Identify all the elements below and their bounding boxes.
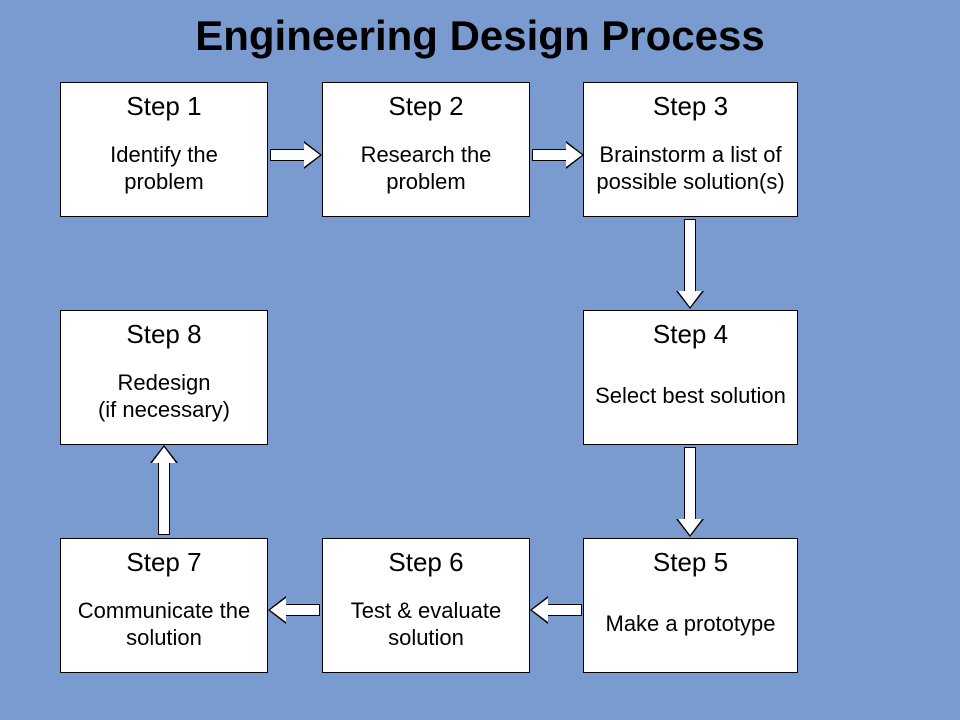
node-description: Test & evaluate solution (331, 584, 521, 664)
flow-node-step4: Step 4 Select best solution (583, 310, 798, 445)
node-label: Step 6 (388, 547, 463, 578)
flow-node-step1: Step 1 Identify the problem (60, 82, 268, 217)
node-label: Step 1 (126, 91, 201, 122)
node-label: Step 3 (653, 91, 728, 122)
flow-arrow-a78 (152, 447, 176, 535)
flow-node-step7: Step 7 Communicate the solution (60, 538, 268, 673)
diagram-title: Engineering Design Process (0, 12, 960, 60)
node-label: Step 7 (126, 547, 201, 578)
flow-node-step3: Step 3 Brainstorm a list of possible solu… (583, 82, 798, 217)
node-label: Step 8 (126, 319, 201, 350)
node-description: Research the problem (331, 128, 521, 208)
flow-arrow-a34 (678, 219, 702, 307)
flow-node-step2: Step 2 Research the problem (322, 82, 530, 217)
flow-arrow-a67 (270, 598, 320, 622)
flow-node-step5: Step 5 Make a prototype (583, 538, 798, 673)
node-label: Step 5 (653, 547, 728, 578)
flowchart-canvas: Engineering Design Process Step 1 Identif… (0, 0, 960, 720)
node-label: Step 4 (653, 319, 728, 350)
node-description: Identify the problem (69, 128, 259, 208)
node-description: Brainstorm a list of possible solution(s… (592, 128, 789, 208)
flow-arrow-a23 (532, 143, 582, 167)
flow-arrow-a12 (270, 143, 320, 167)
node-description: Communicate the solution (69, 584, 259, 664)
node-description: Redesign (if necessary) (98, 356, 230, 436)
flow-arrow-a45 (678, 447, 702, 535)
flow-node-step8: Step 8 Redesign (if necessary) (60, 310, 268, 445)
node-description: Make a prototype (606, 584, 776, 664)
node-description: Select best solution (595, 356, 786, 436)
node-label: Step 2 (388, 91, 463, 122)
flow-node-step6: Step 6 Test & evaluate solution (322, 538, 530, 673)
flow-arrow-a56 (532, 598, 582, 622)
